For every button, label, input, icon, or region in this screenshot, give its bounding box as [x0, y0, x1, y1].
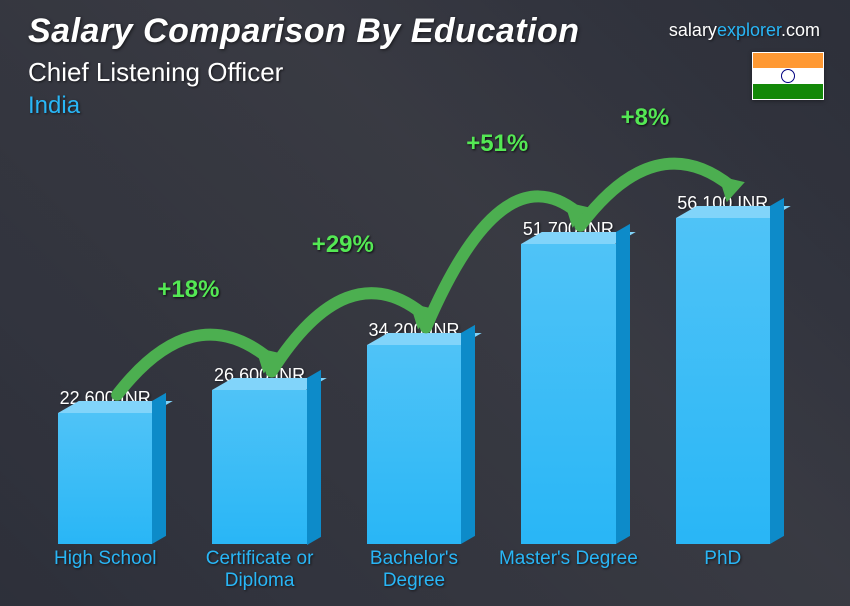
- brand-prefix: salary: [669, 20, 717, 40]
- brand-tld: .com: [781, 20, 820, 40]
- brand-logo: salaryexplorer.com: [669, 20, 820, 41]
- increase-label: +8%: [621, 104, 670, 132]
- flag-chakra-icon: [781, 69, 795, 83]
- flag-stripe-top: [753, 53, 823, 68]
- x-label: Master's Degree: [499, 548, 638, 592]
- main-title: Salary Comparison By Education: [28, 12, 580, 51]
- country-flag-icon: [752, 52, 824, 100]
- country-name: India: [28, 92, 580, 120]
- increase-label: +51%: [466, 130, 528, 158]
- x-label: PhD: [653, 548, 792, 592]
- flag-stripe-bottom: [753, 84, 823, 99]
- increase-label: +29%: [312, 231, 374, 259]
- brand-suffix: explorer: [717, 20, 781, 40]
- x-axis-labels: High School Certificate or Diploma Bache…: [28, 548, 800, 592]
- x-label: Bachelor's Degree: [345, 548, 484, 592]
- increase-arcs: [28, 134, 800, 544]
- x-label: Certificate or Diploma: [190, 548, 329, 592]
- bar-chart: 22,600 INR 26,600 INR 34,200 INR 51,700 …: [28, 135, 800, 592]
- header-block: Salary Comparison By Education Chief Lis…: [28, 12, 580, 120]
- increase-label: +18%: [157, 276, 219, 304]
- flag-stripe-middle: [753, 68, 823, 83]
- x-label: High School: [36, 548, 175, 592]
- job-title: Chief Listening Officer: [28, 57, 580, 88]
